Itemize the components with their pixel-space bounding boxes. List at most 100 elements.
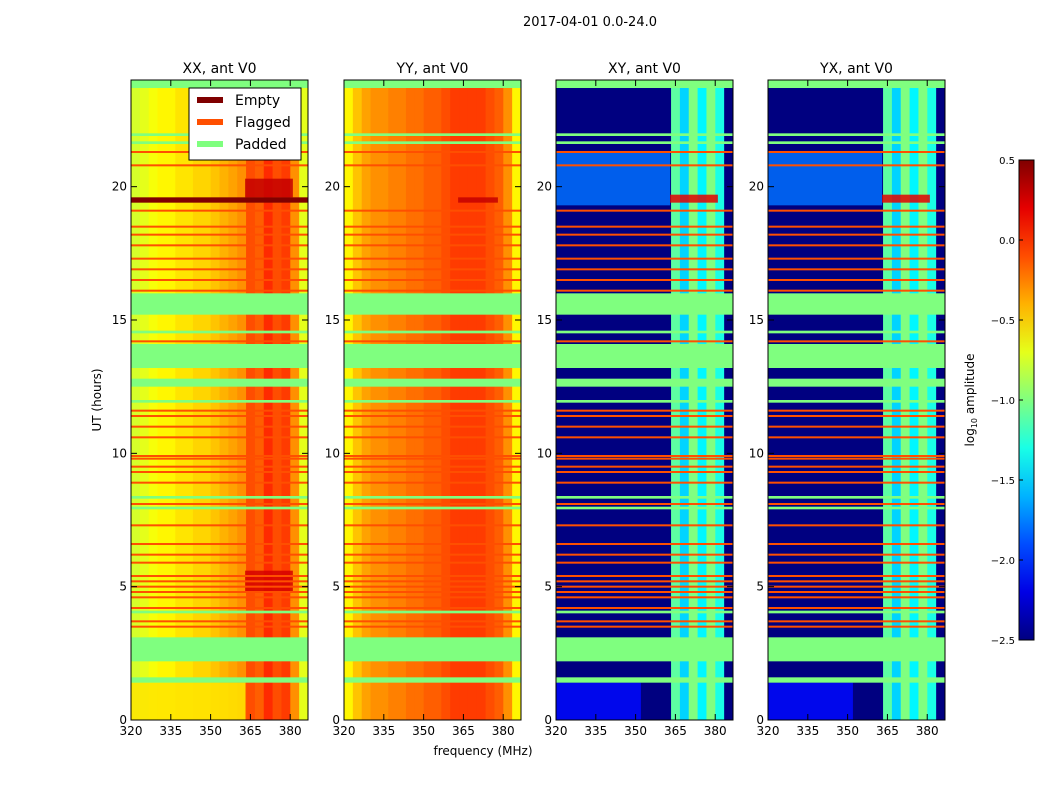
flagged-row bbox=[344, 164, 521, 167]
y-tick-label: 10 bbox=[325, 446, 340, 460]
flagged-row bbox=[556, 561, 733, 564]
legend-label-empty: Empty bbox=[235, 93, 280, 109]
padded-row bbox=[768, 610, 945, 614]
y-tick-label: 10 bbox=[537, 446, 552, 460]
flagged-row bbox=[344, 471, 521, 473]
x-tick-label: 350 bbox=[199, 724, 222, 738]
flagged-row bbox=[344, 591, 521, 593]
legend-swatch-empty bbox=[197, 97, 223, 103]
flagged-row bbox=[131, 625, 308, 628]
flagged-row bbox=[556, 607, 733, 609]
flagged-row bbox=[768, 409, 945, 412]
flagged-row bbox=[344, 503, 521, 505]
padded-row bbox=[768, 677, 945, 683]
flagged-row bbox=[556, 340, 733, 343]
flagged-row bbox=[768, 279, 945, 281]
flagged-row bbox=[131, 457, 308, 460]
flagged-row bbox=[556, 409, 733, 412]
flagged-row bbox=[131, 591, 308, 593]
flagged-row bbox=[344, 455, 521, 457]
flagged-row bbox=[131, 289, 308, 292]
x-tick-label: 380 bbox=[916, 724, 939, 738]
flagged-row bbox=[768, 561, 945, 564]
flagged-row bbox=[556, 289, 733, 292]
x-tick-label: 335 bbox=[584, 724, 607, 738]
flagged-row bbox=[556, 233, 733, 236]
flagged-row bbox=[556, 457, 733, 460]
panel-frame bbox=[767, 79, 946, 721]
flagged-row bbox=[131, 580, 308, 583]
flagged-row bbox=[131, 524, 308, 527]
y-tick-label: 5 bbox=[332, 580, 340, 594]
flagged-row bbox=[556, 596, 733, 599]
flagged-row bbox=[344, 585, 521, 588]
padded-row bbox=[344, 610, 521, 614]
flagged-row bbox=[131, 553, 308, 556]
legend: Empty Flagged Padded bbox=[188, 87, 302, 161]
y-tick-label: 10 bbox=[112, 446, 127, 460]
y-tick-label: 20 bbox=[112, 180, 127, 194]
x-tick-label: 350 bbox=[624, 724, 647, 738]
padded-row bbox=[131, 400, 308, 403]
colorbar-tick-label: −2.0 bbox=[991, 556, 1015, 567]
padded-row bbox=[344, 400, 521, 403]
flagged-row bbox=[768, 620, 945, 623]
padded-row bbox=[344, 133, 521, 136]
flagged-row bbox=[556, 164, 733, 167]
flagged-row bbox=[344, 279, 521, 281]
padded-row bbox=[131, 610, 308, 614]
x-tick-label: 350 bbox=[412, 724, 435, 738]
colorbar-tick-label: 0.0 bbox=[999, 236, 1015, 247]
y-tick-label: 0 bbox=[332, 713, 340, 727]
padded-row bbox=[344, 141, 521, 144]
padded-row bbox=[768, 133, 945, 136]
flagged-row bbox=[556, 209, 733, 212]
colorbar-tick-label: −0.5 bbox=[991, 316, 1015, 327]
flagged-row bbox=[768, 553, 945, 556]
flagged-row bbox=[131, 620, 308, 623]
flagged-row bbox=[768, 436, 945, 439]
flagged-row bbox=[131, 585, 308, 588]
x-tick-label: 335 bbox=[796, 724, 819, 738]
padded-row bbox=[556, 133, 733, 136]
flagged-row bbox=[556, 585, 733, 588]
flagged-row bbox=[131, 415, 308, 417]
flagged-row bbox=[344, 209, 521, 212]
flagged-row bbox=[556, 575, 733, 577]
x-tick-label: 320 bbox=[333, 724, 356, 738]
flagged-row bbox=[131, 481, 308, 484]
flagged-row bbox=[344, 233, 521, 236]
flagged-row bbox=[344, 457, 521, 460]
y-tick-label: 5 bbox=[119, 580, 127, 594]
padded-row bbox=[344, 506, 521, 510]
flagged-row bbox=[768, 209, 945, 212]
padded-row bbox=[131, 344, 308, 368]
flagged-row bbox=[131, 561, 308, 564]
y-tick-label: 15 bbox=[749, 313, 764, 327]
padded-row bbox=[344, 378, 521, 387]
x-tick-label: 335 bbox=[159, 724, 182, 738]
flagged-row bbox=[344, 268, 521, 271]
flagged-row bbox=[131, 268, 308, 271]
flagged-row bbox=[131, 209, 308, 212]
flagged-row bbox=[344, 340, 521, 343]
panel-title: XX, ant V0 bbox=[183, 61, 257, 77]
flagged-row bbox=[768, 575, 945, 577]
flagged-row bbox=[131, 607, 308, 609]
flagged-row bbox=[768, 425, 945, 428]
x-tick-label: 380 bbox=[279, 724, 302, 738]
y-tick-label: 5 bbox=[756, 580, 764, 594]
heatmap-region bbox=[882, 194, 930, 203]
flagged-row bbox=[131, 575, 308, 577]
flagged-row bbox=[556, 553, 733, 556]
padded-row bbox=[556, 506, 733, 510]
y-tick-label: 20 bbox=[537, 180, 552, 194]
flagged-row bbox=[344, 415, 521, 417]
x-tick-label: 320 bbox=[757, 724, 780, 738]
panel-frame bbox=[130, 79, 309, 721]
panel-title: YX, ant V0 bbox=[819, 61, 893, 77]
flagged-row bbox=[344, 289, 521, 292]
padded-row bbox=[131, 378, 308, 387]
